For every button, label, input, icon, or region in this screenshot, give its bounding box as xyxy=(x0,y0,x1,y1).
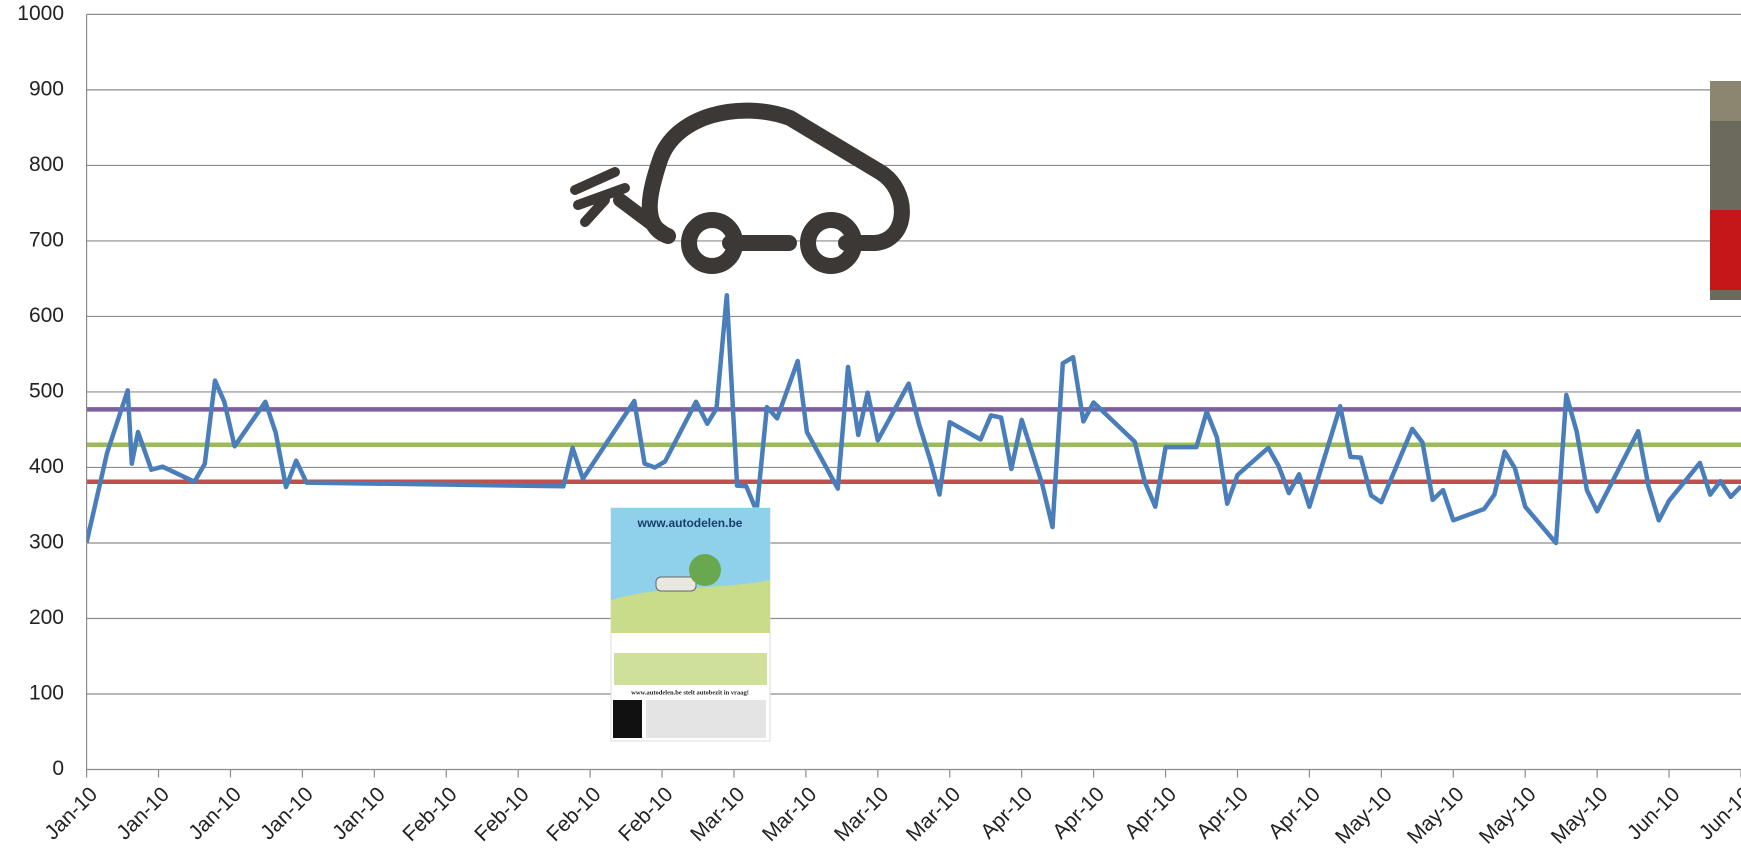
y-tick-label: 1000 xyxy=(17,2,64,25)
flyer-image: www.autodelen.be www.autodelen.be stelt … xyxy=(610,507,771,742)
x-tick-label: May-10 xyxy=(1475,783,1541,849)
y-tick-label: 0 xyxy=(52,757,64,780)
x-tick-label: Mar-10 xyxy=(902,783,965,846)
x-tick-label: Feb-10 xyxy=(470,783,533,846)
y-tick-label: 500 xyxy=(29,379,64,402)
y-tick-label: 200 xyxy=(29,606,64,629)
x-tick-label: Apr-10 xyxy=(976,783,1037,844)
grid-layer xyxy=(86,13,1741,771)
y-tick-label: 400 xyxy=(29,455,64,478)
y-tick-label: 900 xyxy=(29,77,64,100)
x-tick-label: May-10 xyxy=(1403,783,1469,849)
x-tick-label: Jun-10 xyxy=(1623,783,1685,845)
x-tick-label: May-10 xyxy=(1331,783,1397,849)
x-tick-label: Jan-10 xyxy=(112,783,174,845)
reference-layer xyxy=(86,407,1741,485)
x-tick-label: May-10 xyxy=(1547,783,1613,849)
photo-image xyxy=(1710,81,1741,300)
y-tick-label: 800 xyxy=(29,153,64,176)
x-tick-label: Mar-10 xyxy=(758,783,821,846)
flyer-headline: www.autodelen.be stelt autobezit in vraa… xyxy=(631,689,749,696)
data-line xyxy=(86,293,1741,546)
x-tick-label: Mar-10 xyxy=(686,783,749,846)
series-layer xyxy=(86,293,1741,546)
y-tick-label: 100 xyxy=(29,682,64,705)
y-tick-label: 700 xyxy=(29,228,64,251)
x-tick-label: Mar-10 xyxy=(830,783,893,846)
x-tick-label: Jan-10 xyxy=(256,783,318,845)
x-tick-label: Jan-10 xyxy=(184,783,246,845)
flyer-site: www.autodelen.be xyxy=(637,516,743,530)
x-tick-label: Feb-10 xyxy=(614,783,677,846)
electric-car-icon xyxy=(570,102,910,274)
x-tick-label: Jan-10 xyxy=(328,783,390,845)
x-tick-label: Apr-10 xyxy=(1264,783,1325,844)
x-tick-label: Apr-10 xyxy=(1192,783,1253,844)
y-tick-label: 600 xyxy=(29,304,64,327)
x-tick-label: Jan-10 xyxy=(40,783,102,845)
x-tick-label: Feb-10 xyxy=(398,783,461,846)
y-tick-label: 300 xyxy=(29,531,64,554)
x-tick-label: Feb-10 xyxy=(542,783,605,846)
x-tick-label: Apr-10 xyxy=(1120,783,1181,844)
x-tick-label: Apr-10 xyxy=(1048,783,1109,844)
x-tick-label: Jun-10 xyxy=(1695,783,1741,845)
